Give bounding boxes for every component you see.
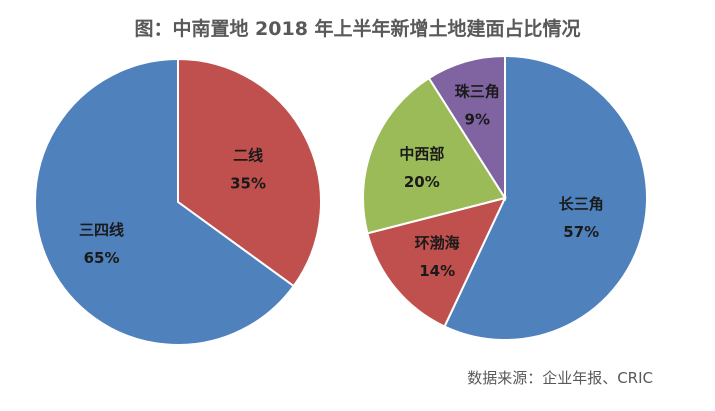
slice-name-label: 三四线: [79, 221, 124, 239]
pie-chart-1: 二线 35% 三四线 65%: [34, 57, 322, 346]
pie-chart-2: 长三角 57% 环渤海 14% 中西部 20% 珠三角 9%: [362, 54, 648, 341]
source-note: 数据来源：企业年报、CRIC: [467, 369, 653, 387]
pie-slice: [362, 76, 507, 235]
slice-name-label: 中西部: [399, 145, 444, 163]
slice-value-label: 57%: [563, 223, 599, 241]
slice-value-label: 35%: [230, 174, 266, 192]
pie-slice: [427, 54, 506, 202]
pie-slice: [366, 196, 507, 328]
slice-value-label: 20%: [404, 173, 440, 191]
slice-name-label: 二线: [233, 146, 263, 164]
pie-slice: [34, 57, 296, 346]
slice-name-label: 珠三角: [455, 83, 500, 101]
chart-title: 图：中南置地 2018 年上半年新增土地建面占比情况: [134, 18, 581, 40]
slice-name-label: 长三角: [559, 195, 604, 213]
pie-slice: [443, 54, 648, 341]
slice-value-label: 9%: [465, 111, 490, 129]
pie-slice: [177, 57, 322, 288]
slice-name-label: 环渤海: [415, 234, 460, 252]
slice-value-label: 65%: [84, 249, 120, 267]
slice-value-label: 14%: [419, 262, 455, 280]
